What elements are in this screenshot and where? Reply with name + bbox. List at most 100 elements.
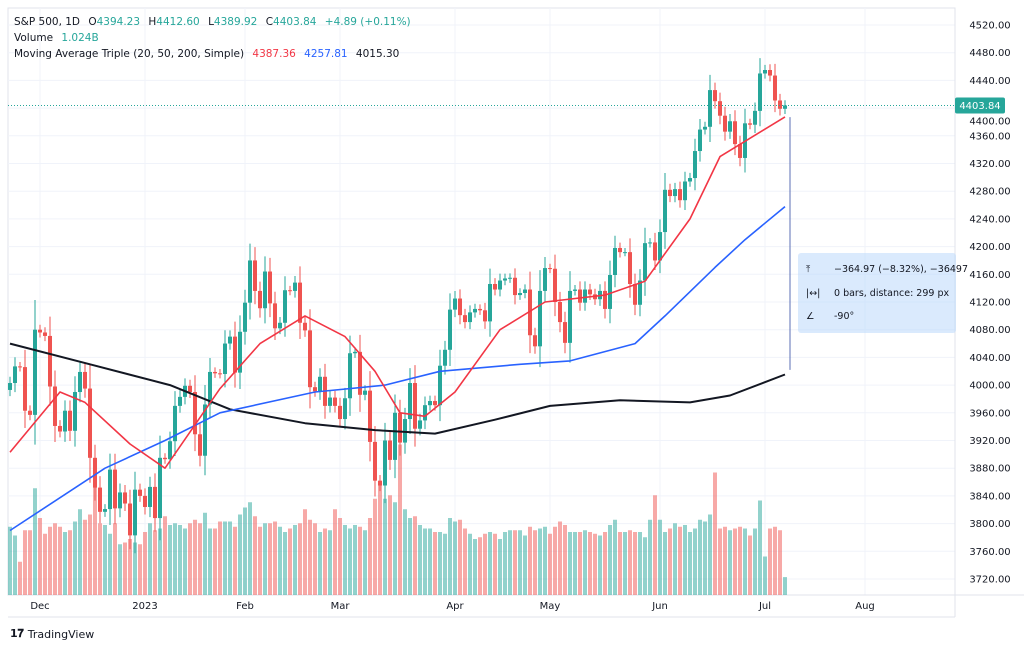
candle-body[interactable] xyxy=(83,371,87,389)
ma20-line[interactable] xyxy=(9,116,786,469)
candle-body[interactable] xyxy=(688,178,692,182)
candle-body[interactable] xyxy=(173,405,177,442)
candle-body[interactable] xyxy=(548,268,552,270)
candle-body[interactable] xyxy=(513,277,517,296)
candle-body[interactable] xyxy=(628,252,632,284)
ma-label[interactable]: Moving Average Triple (20, 50, 200, Simp… xyxy=(14,48,245,60)
candle-body[interactable] xyxy=(523,289,527,293)
candle-body[interactable] xyxy=(463,315,467,323)
candle-body[interactable] xyxy=(293,282,297,291)
candle-body[interactable] xyxy=(88,388,92,458)
candle-body[interactable] xyxy=(533,335,537,347)
candle-body[interactable] xyxy=(393,412,397,460)
candle-body[interactable] xyxy=(748,123,752,125)
candle-body[interactable] xyxy=(23,367,27,411)
candle-body[interactable] xyxy=(473,308,477,313)
candle-body[interactable] xyxy=(488,283,492,322)
candle-body[interactable] xyxy=(623,252,627,254)
candle-body[interactable] xyxy=(608,274,612,309)
ma50-line[interactable] xyxy=(9,205,786,532)
candle-body[interactable] xyxy=(203,404,207,456)
candle-body[interactable] xyxy=(158,457,162,519)
candle-body[interactable] xyxy=(58,425,62,432)
candle-body[interactable] xyxy=(113,469,117,509)
candle-body[interactable] xyxy=(378,480,382,486)
candle-body[interactable] xyxy=(138,489,142,496)
candle-body[interactable] xyxy=(373,441,377,481)
candle-body[interactable] xyxy=(353,351,357,354)
candle-body[interactable] xyxy=(303,322,307,331)
candle-body[interactable] xyxy=(683,181,687,201)
candle-body[interactable] xyxy=(68,410,72,431)
candle-body[interactable] xyxy=(468,312,472,323)
candle-body[interactable] xyxy=(578,289,582,303)
candle-body[interactable] xyxy=(328,397,332,406)
candle-body[interactable] xyxy=(498,280,502,290)
candle-body[interactable] xyxy=(698,129,702,152)
candle-body[interactable] xyxy=(448,309,452,350)
candle-body[interactable] xyxy=(278,322,282,329)
candle-body[interactable] xyxy=(403,419,407,443)
candle-body[interactable] xyxy=(168,441,172,460)
candle-body[interactable] xyxy=(123,492,127,504)
candle-body[interactable] xyxy=(478,308,482,311)
candle-body[interactable] xyxy=(663,189,667,233)
candle-body[interactable] xyxy=(73,392,77,431)
candle-body[interactable] xyxy=(78,371,82,393)
candle-body[interactable] xyxy=(273,303,277,329)
candle-body[interactable] xyxy=(48,335,52,387)
candle-body[interactable] xyxy=(738,144,742,158)
candle-body[interactable] xyxy=(783,105,787,109)
candle-body[interactable] xyxy=(753,110,757,125)
candle-body[interactable] xyxy=(218,373,222,375)
candle-body[interactable] xyxy=(413,383,417,429)
candle-body[interactable] xyxy=(423,405,427,421)
candle-body[interactable] xyxy=(343,398,347,420)
candle-body[interactable] xyxy=(708,90,712,127)
candle-body[interactable] xyxy=(313,387,317,392)
candle-body[interactable] xyxy=(333,397,337,406)
candle-body[interactable] xyxy=(638,280,642,305)
candle-body[interactable] xyxy=(543,268,547,291)
candle-body[interactable] xyxy=(98,487,102,512)
candle-body[interactable] xyxy=(728,121,732,132)
volume-label[interactable]: Volume xyxy=(14,32,54,44)
candle-body[interactable] xyxy=(128,503,132,536)
candle-body[interactable] xyxy=(568,290,572,343)
candle-body[interactable] xyxy=(588,289,592,295)
candle-body[interactable] xyxy=(133,489,137,536)
candle-body[interactable] xyxy=(363,390,367,395)
candle-body[interactable] xyxy=(143,495,147,507)
candle-body[interactable] xyxy=(263,271,267,309)
candle-body[interactable] xyxy=(648,242,652,244)
candle-body[interactable] xyxy=(63,410,67,432)
candle-body[interactable] xyxy=(188,385,192,393)
candle-body[interactable] xyxy=(508,277,512,279)
candle-body[interactable] xyxy=(763,70,767,74)
candle-body[interactable] xyxy=(418,420,422,429)
candle-body[interactable] xyxy=(193,392,197,435)
candle-body[interactable] xyxy=(283,290,287,323)
candle-body[interactable] xyxy=(583,289,587,303)
candle-body[interactable] xyxy=(678,189,682,201)
candle-body[interactable] xyxy=(178,396,182,406)
candle-body[interactable] xyxy=(633,283,637,305)
candle-body[interactable] xyxy=(693,151,697,179)
candle-body[interactable] xyxy=(643,243,647,281)
candle-body[interactable] xyxy=(388,440,392,460)
candle-body[interactable] xyxy=(613,247,617,275)
candle-body[interactable] xyxy=(733,121,737,145)
candle-body[interactable] xyxy=(433,401,437,406)
candle-body[interactable] xyxy=(33,329,37,415)
candle-body[interactable] xyxy=(758,73,762,111)
candle-body[interactable] xyxy=(198,434,202,456)
candle-body[interactable] xyxy=(163,457,167,460)
candle-body[interactable] xyxy=(53,386,57,426)
candle-body[interactable] xyxy=(28,410,32,415)
candle-body[interactable] xyxy=(228,336,232,344)
candle-body[interactable] xyxy=(248,260,252,303)
candle-body[interactable] xyxy=(723,115,727,132)
candle-body[interactable] xyxy=(18,366,22,368)
candle-body[interactable] xyxy=(348,353,352,399)
candle-body[interactable] xyxy=(13,366,17,384)
